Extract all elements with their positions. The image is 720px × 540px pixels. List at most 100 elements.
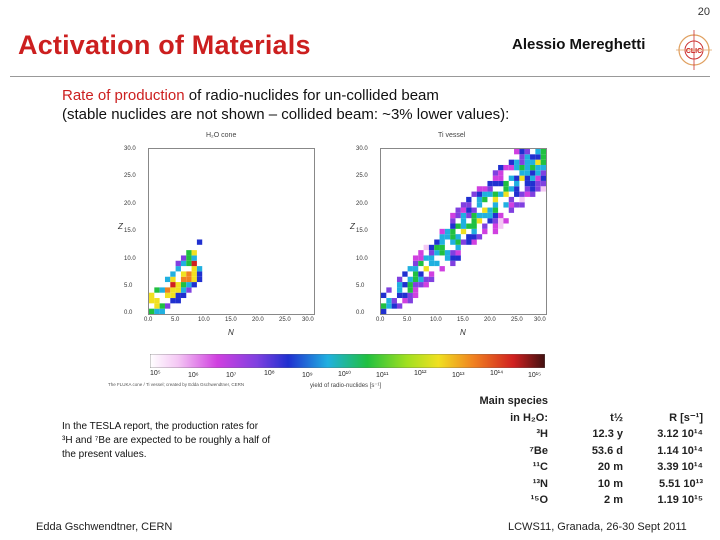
nuclide-cell [149,298,155,304]
nuclide-cell [519,164,525,171]
nuclide-cell [492,196,499,203]
colorbar-tick: 10¹³ [452,372,465,379]
nuclide-cell [482,223,488,229]
x-tick: 5.0 [403,317,412,323]
nuclide-cell [434,250,440,256]
nuclide-cell [492,207,499,213]
nuclide-cell [402,292,408,299]
nuclide-cell [492,170,499,176]
nuclide-cell [412,276,419,283]
rate-value: 5.51 10¹³ [658,477,703,490]
nuclide-cell [175,287,181,293]
page-number: 20 [697,6,710,18]
footer-presenter: Edda Gschwendtner, CERN [36,521,173,533]
nuclide-cell [455,207,461,213]
nuclide-cell [428,271,435,277]
nuclide-cell [175,282,181,288]
nuclide-cell [180,287,187,293]
nuclide-cell [503,180,509,187]
nuclide-cell [418,276,424,283]
species-nuclide: ¹³N [532,477,548,490]
nuclide-cell [471,218,477,224]
nuclide-cell [450,250,456,256]
nuclide-cell [503,218,509,224]
nuclide-cell [476,202,483,208]
nuclide-cell [186,255,192,261]
nuclide-cell [482,186,488,192]
nuclide-cell [412,271,419,277]
rate-value: 1.19 10¹⁵ [657,494,703,506]
nuclide-cell [514,159,520,165]
nuclide-cell [524,164,531,171]
nuclide-cell [439,239,445,245]
nuclide-cell [423,255,429,261]
nuclide-cell [444,250,451,256]
colorbar-tick: 10¹¹ [376,372,389,379]
nuclide-cell [455,250,461,256]
y-tick: 5.0 [356,283,365,289]
nuclide-cell [482,196,488,203]
nuclide-cell [514,180,520,187]
nuclide-cell [439,228,445,235]
intro-highlight: Rate of production [62,87,185,104]
tesla-note: In the TESLA report, the production rate… [62,420,362,462]
nuclide-cell [487,180,493,187]
y-tick: 5.0 [124,283,133,289]
nuclide-cell [434,239,440,245]
nuclide-cell [508,175,515,181]
intro-text: Rate of production of radio-nuclides for… [62,86,702,124]
nuclide-cell [530,180,536,187]
nuclide-cell [450,234,456,240]
nuclide-cell [540,164,546,171]
nuclide-cell [170,292,176,299]
colorbar-tick: 10¹² [414,370,427,377]
nuclide-cell [423,244,429,251]
nuclide-cell [471,207,477,213]
note-line: In the TESLA report, the production rate… [62,421,259,432]
x-tick: 30.0 [302,317,314,323]
nuclide-cell [396,282,403,288]
nuclide-cell [508,207,515,213]
nuclide-cell [175,292,181,299]
nuclide-cell [498,212,504,219]
nuclide-cell [530,175,536,181]
title-divider [10,76,710,77]
nuclide-cell [460,212,467,219]
colorbar-note: The FLUKA cone / Ti vessel; created by E… [108,382,245,387]
note-line: ³H and ⁷Be are expected to be roughly a … [62,435,271,446]
nuclide-cell [164,287,171,293]
nuclide-cell [460,239,467,245]
nuclide-cell [535,164,541,171]
nuclide-cell [466,212,472,219]
nuclide-cell [524,170,531,176]
colorbar-tick: 10¹⁴ [490,370,504,377]
nuclide-cell [498,223,504,229]
nuclide-cell [450,228,456,235]
nuclide-cell [482,191,488,197]
colorbar-tick: 10⁹ [302,372,313,379]
nuclide-cell [487,186,493,192]
colorbar-tick: 10¹⁵ [528,372,542,379]
nuclide-cell [191,276,197,283]
nuclide-cell [503,202,509,208]
nuclide-cell [381,292,387,299]
nuclide-cell [170,276,176,283]
rate-column: R [s⁻¹] 3.12 10¹⁴ 1.14 10¹⁴ 3.39 10¹⁴ 5.… [626,393,703,509]
x-tick: 0.0 [376,317,385,323]
nuclide-cell [503,191,509,197]
nuclide-cell [396,276,403,283]
nuclide-cell [423,282,429,288]
species-header: Main species [479,395,548,407]
nuclide-cell [498,191,504,197]
nuclide-cell [455,234,461,240]
nuclide-cell [519,175,525,181]
nuclide-chart-h2o: H₂O cone Z N 30.0 25.0 20.0 15.0 10.0 5.… [118,130,323,338]
nuclide-cell [434,260,440,267]
plot-frame [148,148,315,315]
nuclide-cell [407,282,413,288]
nuclide-cell [402,298,408,304]
halflife-value: 10 m [597,477,623,490]
nuclide-cell [455,239,461,245]
nuclide-cell [466,207,472,213]
